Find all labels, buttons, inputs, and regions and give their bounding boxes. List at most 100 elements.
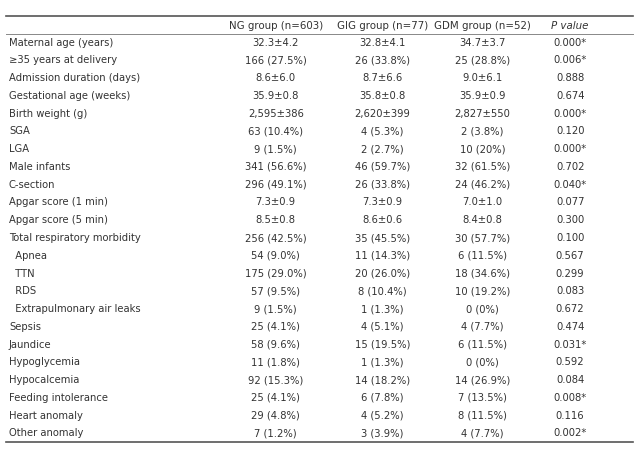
Text: 0 (0%): 0 (0%) (466, 357, 499, 367)
Text: 0.674: 0.674 (556, 91, 584, 101)
Text: 32.8±4.1: 32.8±4.1 (359, 38, 405, 48)
Text: 14 (18.2%): 14 (18.2%) (355, 375, 410, 385)
Text: Hypoglycemia: Hypoglycemia (9, 357, 80, 367)
Text: 8.4±0.8: 8.4±0.8 (462, 215, 502, 225)
Text: 0.888: 0.888 (556, 73, 584, 83)
Text: SGA: SGA (9, 126, 30, 136)
Text: Total respiratory morbidity: Total respiratory morbidity (9, 233, 141, 243)
Text: Heart anomaly: Heart anomaly (9, 411, 83, 421)
Text: 0.006*: 0.006* (553, 56, 587, 66)
Text: 7 (13.5%): 7 (13.5%) (458, 393, 507, 403)
Text: Maternal age (years): Maternal age (years) (9, 38, 113, 48)
Text: Apgar score (1 min): Apgar score (1 min) (9, 197, 107, 207)
Text: TTN: TTN (9, 268, 34, 278)
Text: GIG group (n=77): GIG group (n=77) (336, 20, 428, 30)
Text: Apgar score (5 min): Apgar score (5 min) (9, 215, 107, 225)
Text: 8 (10.4%): 8 (10.4%) (358, 286, 406, 296)
Text: 8 (11.5%): 8 (11.5%) (458, 411, 507, 421)
Text: 166 (27.5%): 166 (27.5%) (245, 56, 307, 66)
Text: 15 (19.5%): 15 (19.5%) (354, 339, 410, 349)
Text: 54 (9.0%): 54 (9.0%) (251, 251, 300, 261)
Text: 32 (61.5%): 32 (61.5%) (455, 162, 510, 172)
Text: NG group (n=603): NG group (n=603) (228, 20, 323, 30)
Text: 11 (14.3%): 11 (14.3%) (355, 251, 410, 261)
Text: 14 (26.9%): 14 (26.9%) (455, 375, 510, 385)
Text: 0.083: 0.083 (556, 286, 584, 296)
Text: 8.7±6.6: 8.7±6.6 (362, 73, 403, 83)
Text: 0.077: 0.077 (556, 197, 584, 207)
Text: 0.120: 0.120 (556, 126, 584, 136)
Text: 0.000*: 0.000* (553, 109, 587, 119)
Text: 2,827±550: 2,827±550 (455, 109, 511, 119)
Text: 9.0±6.1: 9.0±6.1 (462, 73, 502, 83)
Text: 6 (11.5%): 6 (11.5%) (458, 339, 507, 349)
Text: 25 (28.8%): 25 (28.8%) (455, 56, 510, 66)
Text: Male infants: Male infants (9, 162, 71, 172)
Text: 2,595±386: 2,595±386 (248, 109, 303, 119)
Text: RDS: RDS (9, 286, 36, 296)
Text: 35 (45.5%): 35 (45.5%) (355, 233, 410, 243)
Text: 11 (1.8%): 11 (1.8%) (251, 357, 300, 367)
Text: 1 (1.3%): 1 (1.3%) (361, 304, 403, 314)
Text: 29 (4.8%): 29 (4.8%) (251, 411, 300, 421)
Text: 0.474: 0.474 (556, 322, 584, 332)
Text: 18 (34.6%): 18 (34.6%) (455, 268, 510, 278)
Text: Feeding intolerance: Feeding intolerance (9, 393, 108, 403)
Text: 0.116: 0.116 (556, 411, 584, 421)
Text: 0 (0%): 0 (0%) (466, 304, 499, 314)
Text: 7 (1.2%): 7 (1.2%) (254, 429, 297, 439)
Text: 6 (7.8%): 6 (7.8%) (361, 393, 403, 403)
Text: Jaundice: Jaundice (9, 339, 52, 349)
Text: 57 (9.5%): 57 (9.5%) (251, 286, 300, 296)
Text: 0.672: 0.672 (556, 304, 584, 314)
Text: 7.0±1.0: 7.0±1.0 (462, 197, 502, 207)
Text: 8.6±0.6: 8.6±0.6 (362, 215, 403, 225)
Text: 35.9±0.9: 35.9±0.9 (459, 91, 506, 101)
Text: 10 (19.2%): 10 (19.2%) (455, 286, 510, 296)
Text: 1 (1.3%): 1 (1.3%) (361, 357, 403, 367)
Text: 4 (5.1%): 4 (5.1%) (361, 322, 403, 332)
Text: 0.592: 0.592 (556, 357, 584, 367)
Text: 4 (5.2%): 4 (5.2%) (361, 411, 403, 421)
Text: 0.100: 0.100 (556, 233, 584, 243)
Text: Extrapulmonary air leaks: Extrapulmonary air leaks (9, 304, 141, 314)
Text: 0.031*: 0.031* (553, 339, 587, 349)
Text: 25 (4.1%): 25 (4.1%) (251, 322, 300, 332)
Text: 10 (20%): 10 (20%) (460, 144, 505, 154)
Text: 175 (29.0%): 175 (29.0%) (245, 268, 307, 278)
Text: 92 (15.3%): 92 (15.3%) (248, 375, 303, 385)
Text: 3 (3.9%): 3 (3.9%) (361, 429, 403, 439)
Text: 26 (33.8%): 26 (33.8%) (355, 180, 410, 190)
Text: C-section: C-section (9, 180, 55, 190)
Text: 2 (2.7%): 2 (2.7%) (361, 144, 404, 154)
Text: 9 (1.5%): 9 (1.5%) (254, 304, 297, 314)
Text: 0.008*: 0.008* (553, 393, 587, 403)
Text: Gestational age (weeks): Gestational age (weeks) (9, 91, 130, 101)
Text: 26 (33.8%): 26 (33.8%) (355, 56, 410, 66)
Text: 7.3±0.9: 7.3±0.9 (256, 197, 296, 207)
Text: 7.3±0.9: 7.3±0.9 (362, 197, 403, 207)
Text: 6 (11.5%): 6 (11.5%) (458, 251, 507, 261)
Text: 0.000*: 0.000* (553, 144, 587, 154)
Text: 30 (57.7%): 30 (57.7%) (455, 233, 510, 243)
Text: Hypocalcemia: Hypocalcemia (9, 375, 80, 385)
Text: 4 (7.7%): 4 (7.7%) (461, 322, 504, 332)
Text: 0.040*: 0.040* (553, 180, 587, 190)
Text: 9 (1.5%): 9 (1.5%) (254, 144, 297, 154)
Text: 4 (5.3%): 4 (5.3%) (361, 126, 403, 136)
Text: Birth weight (g): Birth weight (g) (9, 109, 87, 119)
Text: 46 (59.7%): 46 (59.7%) (355, 162, 410, 172)
Text: 2 (3.8%): 2 (3.8%) (461, 126, 504, 136)
Text: GDM group (n=52): GDM group (n=52) (434, 20, 531, 30)
Text: 32.3±4.2: 32.3±4.2 (252, 38, 299, 48)
Text: 4 (7.7%): 4 (7.7%) (461, 429, 504, 439)
Text: 0.000*: 0.000* (553, 38, 587, 48)
Text: 8.5±0.8: 8.5±0.8 (256, 215, 296, 225)
Text: 58 (9.6%): 58 (9.6%) (251, 339, 300, 349)
Text: Sepsis: Sepsis (9, 322, 41, 332)
Text: 35.8±0.8: 35.8±0.8 (359, 91, 405, 101)
Text: 0.002*: 0.002* (553, 429, 587, 439)
Text: 0.567: 0.567 (556, 251, 584, 261)
Text: 2,620±399: 2,620±399 (354, 109, 410, 119)
Text: 20 (26.0%): 20 (26.0%) (355, 268, 410, 278)
